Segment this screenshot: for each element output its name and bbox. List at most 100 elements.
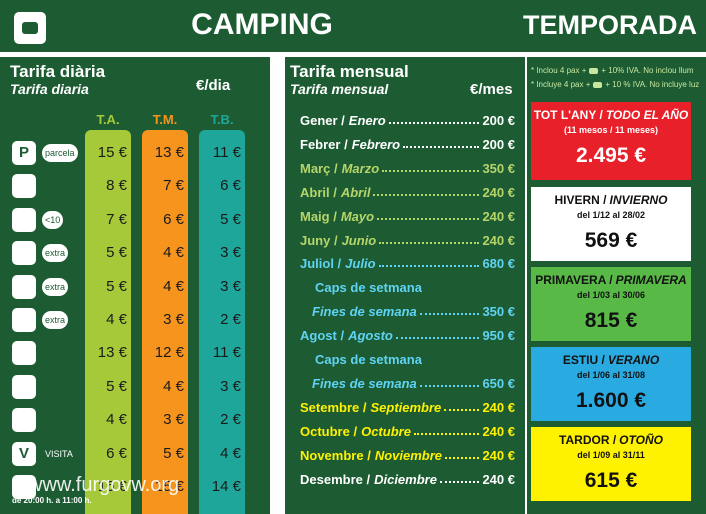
note: * Incluye 4 pax + + 10 % IVA. No incluye … [531,80,699,89]
month-row: Novembre / Noviembre 240 € [300,445,515,463]
name-es: Fines de semana [312,375,417,391]
month-price: 240 € [482,184,515,200]
name-ca: Agost / [300,328,345,344]
season-box: TARDOR / OTOÑO del 1/09 al 31/11 615 € [531,427,691,501]
box-title: TOT L'ANY / TODO EL AÑO [531,108,691,122]
name-es: Abril [340,184,371,200]
month-row: Caps de setmana [315,349,515,367]
box-title-es: PRIMAVERA [615,273,687,287]
name-es: Septiembre [370,399,442,415]
price: 2 € [220,311,241,328]
name-es: Noviembre [374,447,443,463]
watermark: www.furgovw.org [28,474,180,496]
box-price: 569 € [584,229,638,252]
price: 8 € [106,177,127,195]
column-header: T.A. [96,112,120,127]
box-title-es: TODO EL AÑO [605,108,689,122]
month-price: 240 € [482,232,515,248]
row-icon: P [12,141,36,165]
box-title-ca: PRIMAVERA / [535,273,613,287]
price: 3 € [220,244,241,262]
name-ca: Caps de setmana [315,352,422,367]
daily-title: Tarifa diària [10,62,106,81]
box-title: PRIMAVERA / PRIMAVERA [531,273,691,287]
row-icon [12,374,36,399]
note-a: * Inclou 4 pax + [531,66,587,75]
season-box: PRIMAVERA / PRIMAVERA del 1/03 al 30/06 815… [531,267,691,341]
name-es: Junio [341,232,377,248]
name-es: Agosto [348,328,393,344]
season-box: HIVERN / INVIERNO del 1/12 al 28/02 569 € [531,187,691,261]
row-icon [12,207,36,232]
price: 5 € [106,244,127,262]
leader [439,480,480,483]
note-b: + 10 % IVA. No incluye luz [605,80,700,89]
price: 3 € [220,377,241,395]
month-price: 650 € [482,375,515,391]
price: 7 € [163,177,184,195]
leader [377,217,480,220]
row-tag: <10 [42,210,64,229]
price: 13 € [154,144,184,161]
name-es: Julio [345,256,376,272]
price: 5 € [220,210,241,228]
leader [403,145,480,148]
price: 3 € [163,311,184,328]
month-row: Agost / Agosto 950 € [300,325,515,343]
monthly-subtitle: Tarifa mensual [290,81,389,97]
price: 3 € [163,411,184,429]
month-price: 950 € [482,328,515,344]
row-tag: extra [42,277,69,296]
price: 6 € [163,210,184,228]
price: 4 € [163,377,184,395]
row-icon: V [12,441,36,466]
month-row: Setembre / Septiembre 240 € [300,397,515,415]
column-header: T.M. [152,112,178,127]
month-price: 350 € [482,160,515,176]
box-detail: del 1/03 al 30/06 [576,290,646,300]
camping-title: CAMPING [191,8,333,41]
month-row: Maig / Mayo 240 € [300,206,515,224]
month-row: Fines de semana 650 € [312,373,515,391]
column-band [199,130,245,514]
box-title-ca: TOT L'ANY / [533,108,603,122]
monthly-panel [285,57,525,514]
leader [379,241,480,244]
month-price: 350 € [482,304,515,320]
month-price: 200 € [482,113,515,128]
box-title: TARDOR / OTOÑO [531,433,691,447]
name-es: Fines de semana [312,304,417,320]
month-row: Octubre / Octubre 240 € [300,421,515,439]
price: 11 € [212,144,241,161]
box-title-ca: HIVERN / [554,193,607,207]
name-es: Diciembre [374,471,437,487]
price: 3 € [220,277,241,295]
month-row: Caps de setmana [315,277,515,295]
price: 16 € [97,478,127,495]
box-title: ESTIU / VERANO [531,353,691,367]
price: 14 € [211,478,241,495]
row-note: de 20:00 h. a 11:00 h. [12,496,92,505]
leader [419,384,480,387]
month-row: Abril / Abril 240 € [300,182,515,200]
price: 4 € [106,411,127,429]
row-icon [12,341,36,366]
price: 5 € [106,377,127,395]
box-detail: del 1/06 al 31/08 [576,370,646,380]
car-icon [593,81,603,88]
column-band [85,130,131,514]
box-detail: (11 mesos / 11 meses) [563,125,659,135]
monthly-unit: €/mes [470,81,513,98]
month-price: 200 € [482,136,515,152]
box-title-ca: ESTIU / [562,353,605,367]
row-icon [12,174,36,199]
box-detail: del 1/09 al 31/11 [577,450,645,460]
price: 6 € [220,177,241,195]
season-box: ESTIU / VERANO del 1/06 al 31/08 1.600 € [531,347,691,421]
note-b: + 10% IVA. No inclou llum [601,66,694,75]
price: 4 € [163,244,184,262]
name-es: Febrero [351,136,401,152]
note-a: * Incluye 4 pax + [531,80,591,89]
box-title-ca: TARDOR / [559,433,617,447]
